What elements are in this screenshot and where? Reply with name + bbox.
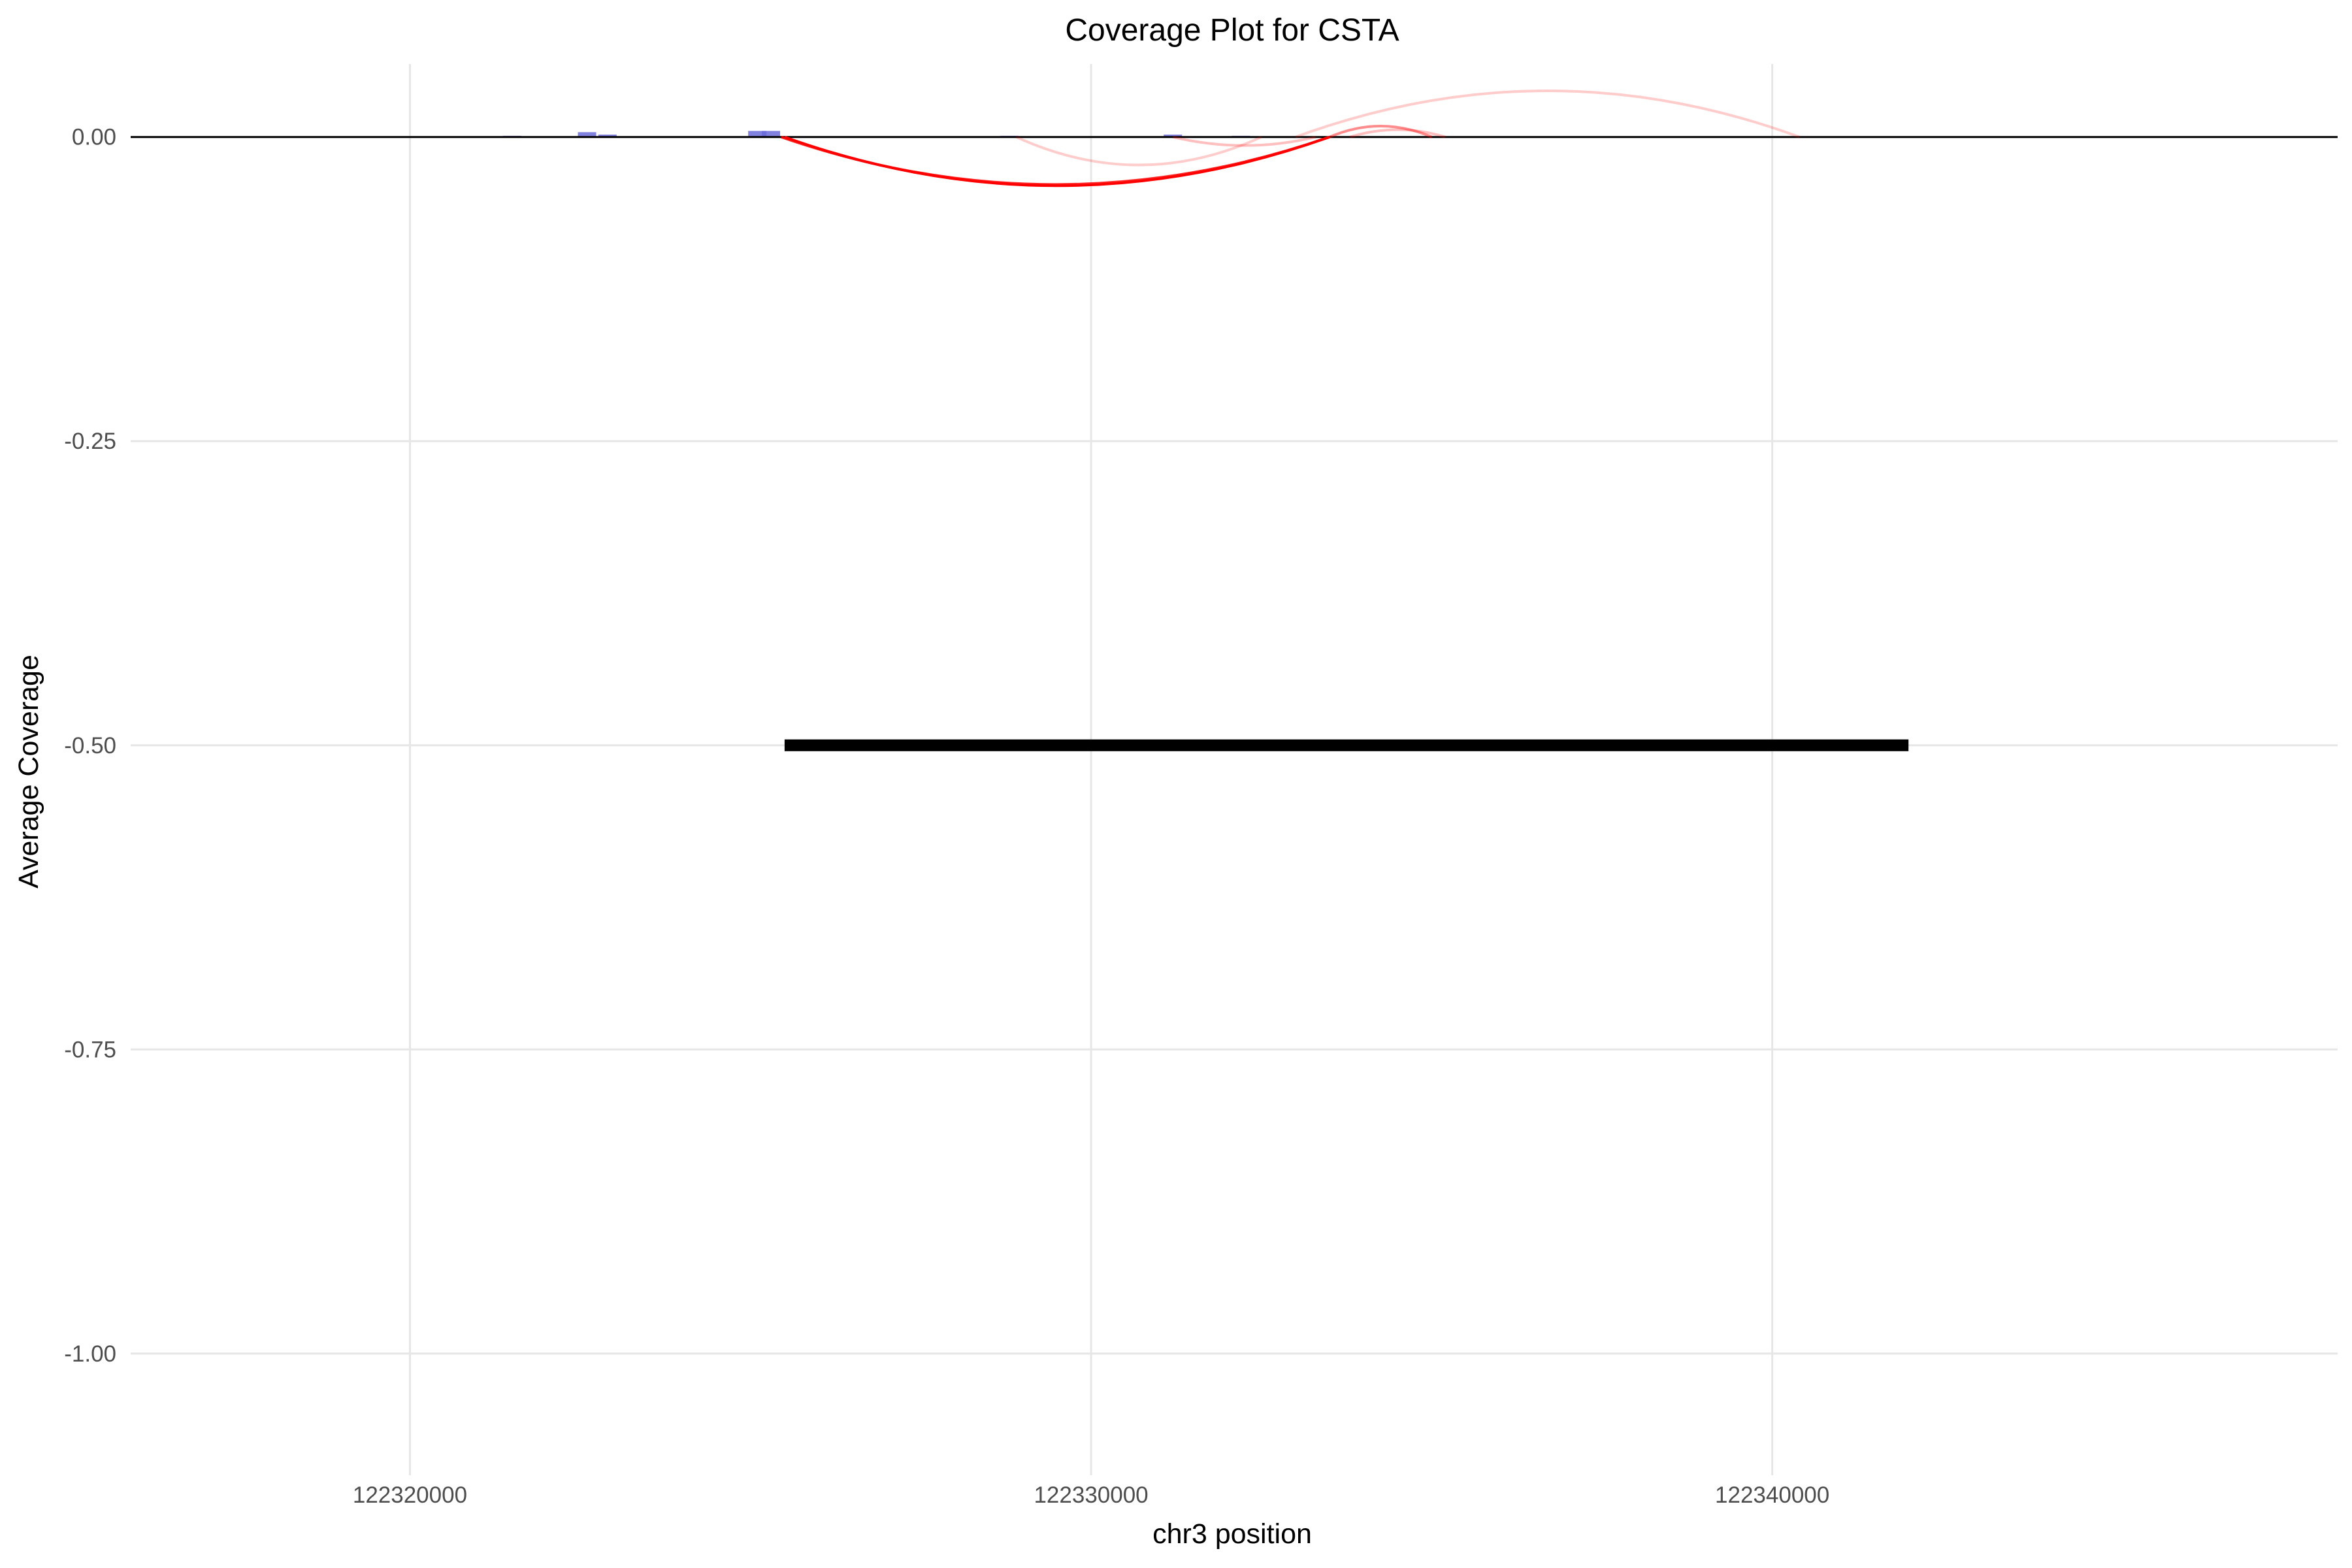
y-tick-label: -0.25 — [64, 429, 116, 454]
tick-labels: 0.00 -0.25 -0.50 -0.75 -1.00 122320000 1223300… — [64, 125, 1829, 1508]
coverage-bar — [598, 135, 617, 137]
junction-arc — [1015, 135, 1262, 167]
junction-arc — [1172, 135, 1316, 147]
y-tick-label: -1.00 — [64, 1341, 116, 1367]
coverage-bar — [748, 131, 767, 137]
chart-title: Coverage Plot for CSTA — [1065, 13, 1399, 48]
x-axis-title: chr3 position — [1152, 1518, 1312, 1550]
x-tick-label: 122330000 — [1034, 1482, 1148, 1508]
junction-arc — [1295, 90, 1801, 139]
y-axis-title: Average Coverage — [13, 655, 44, 889]
x-tick-label: 122340000 — [1715, 1482, 1829, 1508]
y-tick-label: -0.50 — [64, 733, 116, 759]
junction-arcs — [781, 90, 1801, 188]
junction-arc — [781, 135, 1330, 186]
x-tick-label: 122320000 — [353, 1482, 467, 1508]
y-tick-label: 0.00 — [72, 125, 116, 150]
y-tick-label: -0.75 — [64, 1037, 116, 1062]
junction-arc — [1329, 125, 1433, 139]
gridlines — [131, 64, 2338, 1475]
coverage-bar — [762, 131, 781, 137]
coverage-bar — [1164, 135, 1183, 137]
coverage-bar — [578, 132, 596, 137]
junction-arc — [1349, 128, 1446, 139]
